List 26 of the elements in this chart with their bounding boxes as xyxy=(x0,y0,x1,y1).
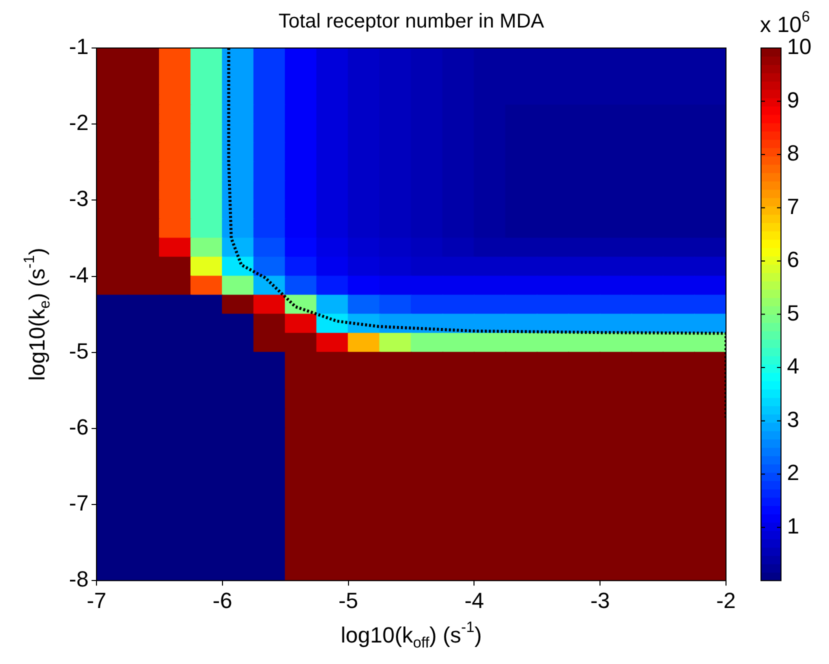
color-bar-label: 10 xyxy=(787,34,812,60)
color-bar-label: 7 xyxy=(787,194,800,219)
x-tick-label: -4 xyxy=(464,588,484,613)
color-bar-label: 6 xyxy=(787,247,800,272)
y-tick-label: -8 xyxy=(69,566,89,592)
y-tick-label: -5 xyxy=(69,338,89,364)
x-tick-label: -5 xyxy=(338,588,358,613)
color-bar-label: 8 xyxy=(787,140,800,166)
color-bar-label: 1 xyxy=(787,513,800,538)
y-axis-title: log10(ke) (s-1) xyxy=(20,248,54,381)
color-bar-label: 9 xyxy=(787,87,800,112)
color-bar-label: 2 xyxy=(787,460,800,486)
y-tick-label: -2 xyxy=(69,110,89,136)
y-tick-label: -7 xyxy=(69,490,89,516)
y-tick-label: -3 xyxy=(69,186,89,212)
chart-title: Total receptor number in MDA xyxy=(278,10,545,33)
x-tick-label: -2 xyxy=(716,588,736,613)
color-bar-label: 4 xyxy=(787,354,800,379)
x-tick-label: -6 xyxy=(212,588,232,613)
x-tick-label: -3 xyxy=(590,588,610,613)
color-bar-label: 5 xyxy=(787,300,800,326)
x-tick-label: -7 xyxy=(86,588,106,613)
color-bar-label: 3 xyxy=(787,406,800,432)
y-tick-label: -6 xyxy=(69,414,89,440)
y-tick-label: -4 xyxy=(69,262,89,288)
y-tick-label: -1 xyxy=(69,34,89,60)
